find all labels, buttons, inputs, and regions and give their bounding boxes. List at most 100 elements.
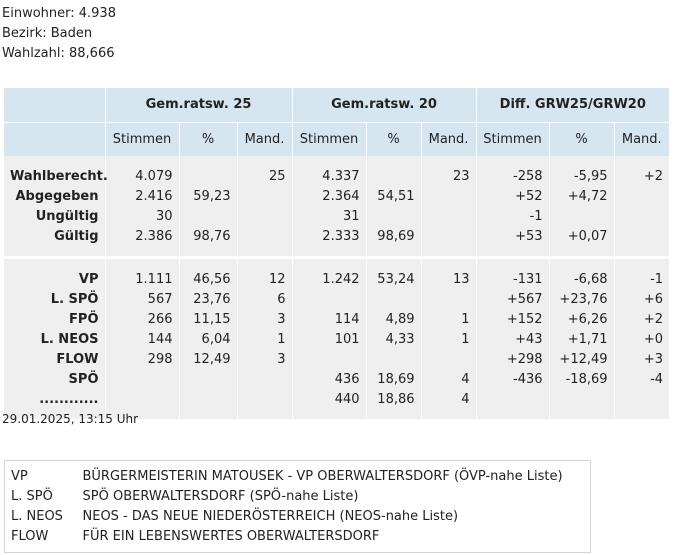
value-cell: +23,76 [548,289,615,309]
legend-row: L. SPÖ SPÖ OBERWALTERSDORF (SPÖ-nahe List… [5,487,591,507]
legend-abbr: L. NEOS [11,509,63,524]
spacer-cell [4,259,105,269]
summary-row: Gültig 2.386 98,76 2.333 98,69 +53 +0,07 [4,226,670,246]
legend-row: FLOW FÜR EIN LEBENSWERTES OBERWALTERSDORF [5,527,591,553]
group-header: Gem.ratsw. 25 [104,88,293,122]
spacer-cell [475,259,550,269]
value-cell: +2 [613,309,670,329]
value-cell: 1 [236,329,293,349]
column-header: % [178,121,237,156]
value-cell: +4,72 [548,186,615,206]
value-cell: 23,76 [178,289,237,309]
column-header: Mand. [420,121,477,156]
value-cell: 98,69 [365,226,422,246]
summary-row: Ungültig 30 31 -1 [4,206,670,226]
spacer-row [4,246,670,256]
value-cell: +2 [613,166,670,186]
summary-rows: Wahlberecht. 4.079 25 4.337 23 -258 -5,95 +2 Abg… [4,156,670,256]
value-cell: +1,71 [548,329,615,349]
spacer-row [4,409,670,419]
value-cell: 4 [420,369,477,389]
value-cell [104,369,179,389]
value-cell: +52 [475,186,550,206]
row-label: L. SPÖ [4,289,105,309]
value-cell: 4 [420,389,477,409]
value-cell: 6 [236,289,293,309]
spacer-cell [420,156,477,166]
value-cell [613,226,670,246]
value-cell: +298 [475,349,550,369]
spacer-cell [236,156,293,166]
value-cell: 567 [104,289,179,309]
value-cell [178,369,237,389]
spacer-row [4,259,670,269]
value-cell: 144 [104,329,179,349]
column-header: Mand. [236,121,293,156]
group-header: Gem.ratsw. 20 [291,88,477,122]
value-cell: 1 [420,309,477,329]
spacer-cell [104,246,179,256]
value-cell: +3 [613,349,670,369]
spacer-cell [4,409,105,419]
row-label: L. NEOS [4,329,105,349]
spacer-cell [291,246,367,256]
value-cell [236,186,293,206]
value-cell: 436 [291,369,367,389]
value-cell [420,349,477,369]
column-header: % [548,121,615,156]
value-cell: 12 [236,269,293,289]
summary-row: Wahlberecht. 4.079 25 4.337 23 -258 -5,95 +2 [4,166,670,186]
spacer-cell [420,246,477,256]
row-label: ............ [4,389,105,409]
value-cell: -5,95 [548,166,615,186]
value-cell: 25 [236,166,293,186]
spacer-cell [236,259,293,269]
spacer-cell [420,409,477,419]
value-cell: +53 [475,226,550,246]
party-legend: VP BÜRGERMEISTERIN MATOUSEK - VP OBERWALT… [4,460,591,553]
spacer-cell [548,156,615,166]
value-cell: 31 [291,206,367,226]
value-cell [613,389,670,409]
spacer-row [4,156,670,166]
value-cell: +43 [475,329,550,349]
value-cell: -4 [613,369,670,389]
value-cell [548,389,615,409]
spacer-cell [178,409,237,419]
legend-name: NEOS - DAS NEUE NIEDERÖSTERREICH (NEOS-n… [82,509,459,524]
value-cell: 1 [420,329,477,349]
legend-row: L. NEOS NEOS - DAS NEUE NIEDERÖSTERREICH … [5,507,591,527]
municipality-info: Einwohner: 4.938 Bezirk: Baden Wahlzahl:… [2,4,116,64]
value-cell: 1.111 [104,269,179,289]
spacer-cell [365,409,422,419]
value-cell: -18,69 [548,369,615,389]
legend-name: SPÖ OBERWALTERSDORF (SPÖ-nahe Liste) [82,489,359,504]
value-cell [291,289,367,309]
election-results-table: Gem.ratsw. 25 Gem.ratsw. 20 Diff. GRW25/… [4,88,670,419]
party-row: VP 1.111 46,56 12 1.242 53,24 13 -131 -6,68 -1 [4,269,670,289]
spacer-cell [365,156,422,166]
legend-abbr: L. SPÖ [11,489,53,504]
value-cell: -1 [613,269,670,289]
spacer-cell [613,409,670,419]
value-cell: -6,68 [548,269,615,289]
party-row: ............ 440 18,86 4 [4,389,670,409]
value-cell [178,389,237,409]
spacer-cell [548,409,615,419]
spacer-cell [613,246,670,256]
value-cell: 2.333 [291,226,367,246]
value-cell: 101 [291,329,367,349]
legend-row: VP BÜRGERMEISTERIN MATOUSEK - VP OBERWALT… [5,461,591,487]
party-row: L. NEOS 144 6,04 1 101 4,33 1 +43 +1,71 +0 [4,329,670,349]
spacer-cell [475,246,550,256]
district-text: Bezirk: Baden [2,26,93,41]
value-cell: -1 [475,206,550,226]
spacer-cell [236,409,293,419]
row-label: Abgegeben [4,186,105,206]
value-cell: 2.416 [104,186,179,206]
legend-abbr: FLOW [11,528,49,544]
spacer-cell [475,409,550,419]
row-label: VP [4,269,105,289]
party-rows: VP 1.111 46,56 12 1.242 53,24 13 -131 -6,68 -1 L. … [4,259,670,419]
summary-row: Abgegeben 2.416 59,23 2.364 54,51 +52 +4,72 [4,186,670,206]
